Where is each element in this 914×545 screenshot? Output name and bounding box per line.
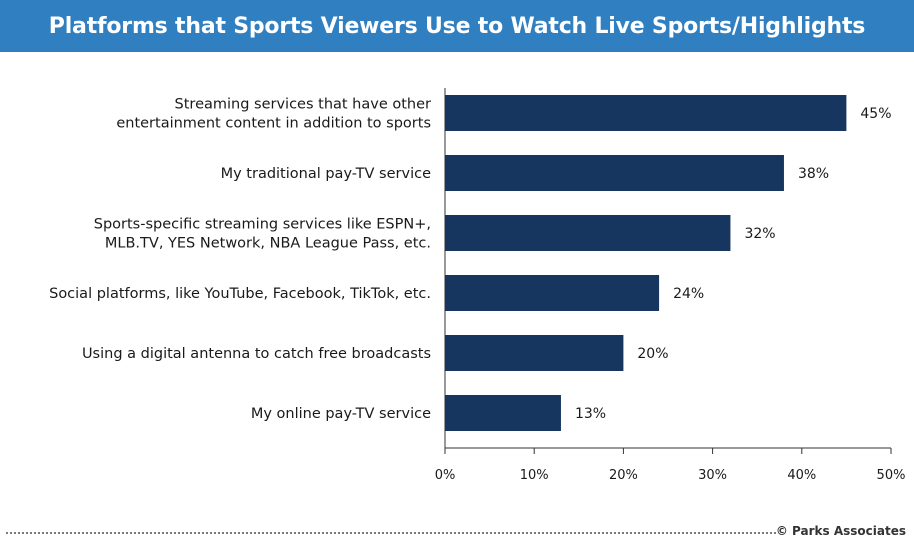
bar <box>445 395 561 431</box>
value-label: 32% <box>744 226 775 242</box>
value-label: 24% <box>673 286 704 302</box>
bar <box>445 215 731 251</box>
x-tick-label: 40% <box>787 468 816 483</box>
bar <box>445 275 660 311</box>
chart-title-bar: Platforms that Sports Viewers Use to Wat… <box>0 0 914 52</box>
x-tick-label: 0% <box>435 468 456 483</box>
category-label: MLB.TV, YES Network, NBA League Pass, et… <box>105 236 431 252</box>
category-label: Social platforms, like YouTube, Facebook… <box>49 286 431 302</box>
value-label: 13% <box>575 406 606 422</box>
x-tick-label: 30% <box>698 468 727 483</box>
x-tick-label: 50% <box>877 468 906 483</box>
copyright-credit: © Parks Associates <box>775 524 906 538</box>
bar <box>445 335 624 371</box>
category-label: Streaming services that have other <box>175 97 432 113</box>
x-tick-label: 20% <box>609 468 638 483</box>
bar <box>445 155 784 191</box>
category-label: My online pay-TV service <box>251 406 431 422</box>
category-label: entertainment content in addition to spo… <box>116 116 431 132</box>
footer-divider <box>6 532 776 534</box>
value-label: 20% <box>637 346 668 362</box>
category-label: Sports-specific streaming services like … <box>94 217 431 233</box>
value-label: 38% <box>798 166 829 182</box>
bar <box>445 95 847 131</box>
value-label: 45% <box>860 106 891 122</box>
category-label: My traditional pay-TV service <box>221 166 431 182</box>
chart-title: Platforms that Sports Viewers Use to Wat… <box>48 13 866 39</box>
category-label: Using a digital antenna to catch free br… <box>82 346 431 362</box>
x-tick-label: 10% <box>520 468 549 483</box>
